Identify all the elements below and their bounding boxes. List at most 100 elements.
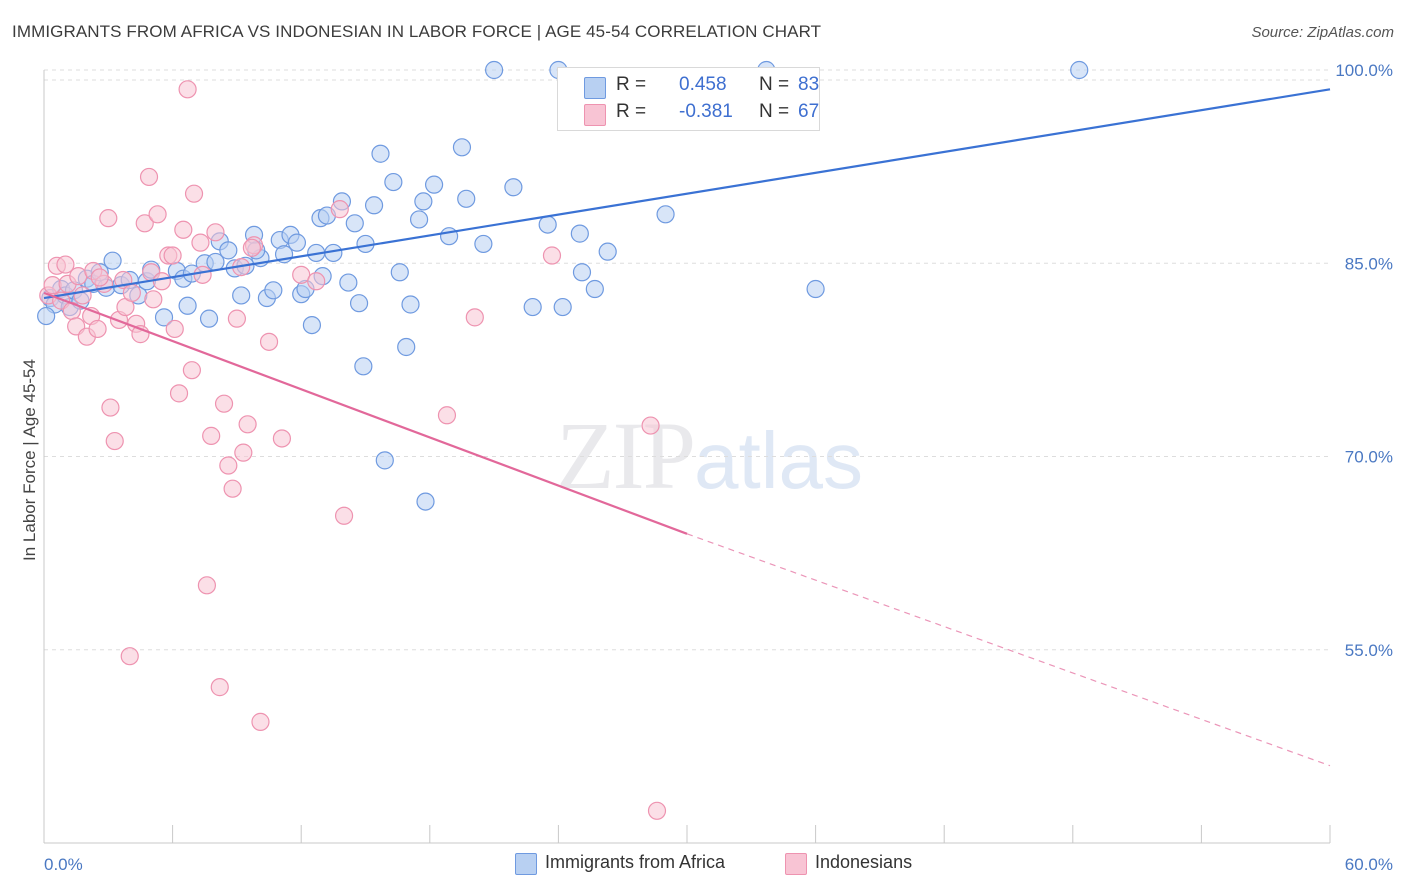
data-point [414,192,433,211]
data-point [242,238,262,257]
legend-r-label: R = [616,101,647,122]
data-point [56,255,75,274]
data-point [1070,60,1089,80]
data-point [214,394,234,413]
data-point [390,263,409,282]
bottom-legend-swatch-blue [515,853,537,875]
data-point [165,319,184,339]
data-point [504,178,523,197]
bottom-legend-label: Indonesians [815,852,913,872]
x-tick-label: 0.0% [44,855,83,874]
data-point [122,283,141,302]
data-point [457,189,476,208]
data-point [416,492,435,511]
data-point [806,279,825,299]
bottom-legend-label: Immigrants from Africa [545,852,726,872]
data-point [339,273,358,292]
data-point [227,309,246,328]
data-point [641,416,660,435]
data-point [349,294,369,313]
data-point [485,60,504,80]
data-point [43,276,62,295]
trend-line [43,291,688,535]
legend-n-value: 67 [798,101,820,122]
chart-title: IMMIGRANTS FROM AFRICA VS INDONESIAN IN … [12,22,822,41]
legend-n-label: N = [759,74,790,95]
y-tick-label: 100.0% [1335,61,1393,80]
data-point [538,215,557,234]
data-point [292,265,311,284]
data-point [152,272,171,291]
correlation-legend: R = 0.458 N = 83 R = -0.381 N = 67 [557,67,820,131]
data-point [553,297,572,317]
data-point [598,242,617,261]
data-point [656,205,675,224]
data-point [182,361,201,380]
data-point [272,429,292,448]
legend-swatch-blue [584,77,606,99]
y-tick-label: 70.0% [1345,448,1393,467]
data-point [88,319,107,339]
bottom-legend-swatch-pink [785,853,807,875]
data-point [401,295,420,314]
data-point [202,426,221,445]
data-point [465,308,484,327]
data-point [384,172,403,192]
data-point [163,246,182,265]
source-credit: Source: ZipAtlas.com [1251,24,1394,41]
axes [43,70,1331,844]
data-point [570,224,589,243]
data-point [251,712,270,731]
tick-labels: 55.0% 70.0% 85.0% 100.0% 0.0% 60.0% [44,61,1393,874]
data-point [345,214,364,233]
data-point [191,233,210,252]
data-point [542,246,562,265]
x-tick-label: 60.0% [1345,855,1393,874]
data-point [99,209,118,228]
data-point [424,175,444,194]
data-point [264,281,283,300]
data-point [334,506,354,525]
data-point [193,265,212,284]
data-point [199,309,219,328]
data-point [452,138,472,157]
data-point [37,306,56,326]
series-indonesians [39,80,667,820]
data-point [135,214,154,233]
data-point [375,451,394,470]
data-point [523,297,542,317]
data-point [371,144,390,163]
data-point [206,223,225,242]
legend-swatch-pink [584,104,606,126]
data-point [409,210,429,229]
data-point [73,286,92,305]
data-point [354,357,373,376]
legend-r-value: -0.381 [679,101,733,122]
data-point [572,263,592,282]
data-point [302,315,322,335]
y-tick-label: 55.0% [1345,641,1393,660]
watermark: ZIPatlas [556,400,863,511]
data-point [197,576,216,595]
watermark-zip: ZIP [556,402,696,509]
trend-lines [43,88,1331,767]
data-point [234,443,253,462]
data-point [148,205,167,224]
data-point [103,251,122,270]
data-point [238,415,257,434]
y-axis-label: In Labor Force | Age 45-54 [20,359,39,561]
data-point [330,200,349,219]
legend-n-value: 83 [798,74,820,95]
data-point [139,167,159,187]
data-point [223,479,242,498]
data-point [210,678,229,697]
data-point [105,431,124,451]
data-point [178,296,197,315]
grid-lines [44,69,1330,651]
data-point [101,398,120,417]
data-point [154,308,174,327]
y-tick-label: 85.0% [1345,254,1393,273]
data-point [647,801,667,820]
data-point [585,279,604,299]
